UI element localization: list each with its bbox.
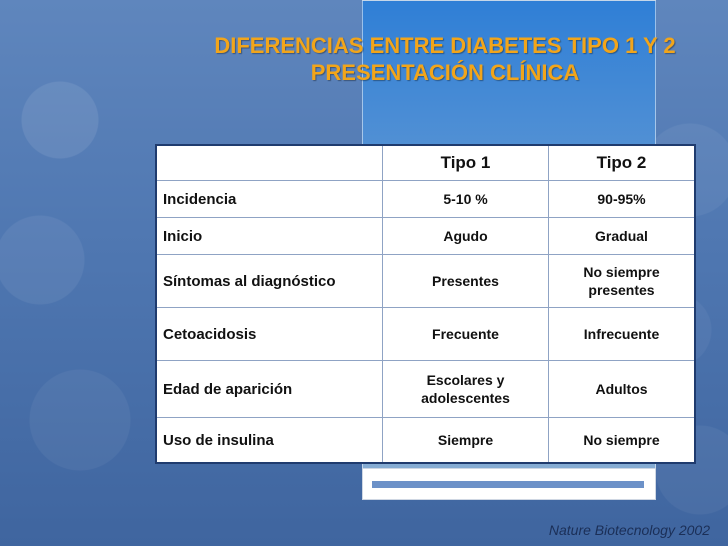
header-empty bbox=[155, 144, 383, 181]
cell-tipo1: Agudo bbox=[381, 217, 550, 255]
cell-tipo1: 5-10 % bbox=[381, 180, 550, 218]
cell-text: Frecuente bbox=[432, 326, 499, 342]
table-row: Síntomas al diagnóstico Presentes No sie… bbox=[155, 254, 696, 308]
row-label: Edad de aparición bbox=[155, 360, 383, 418]
cell-text: No siempre bbox=[583, 264, 660, 280]
table-row: Cetoacidosis Frecuente Infrecuente bbox=[155, 307, 696, 361]
cell-tipo1: Escolares y adolescentes bbox=[381, 360, 550, 418]
table-row: Inicio Agudo Gradual bbox=[155, 217, 696, 255]
table-row: Edad de aparición Escolares y adolescent… bbox=[155, 360, 696, 418]
slide-title: DIFERENCIAS ENTRE DIABETES TIPO 1 Y 2 PR… bbox=[150, 32, 728, 86]
slide-title-line1: DIFERENCIAS ENTRE DIABETES TIPO 1 Y 2 bbox=[214, 33, 676, 58]
cell-text: Presentes bbox=[432, 273, 499, 289]
row-label: Síntomas al diagnóstico bbox=[155, 254, 383, 308]
row-label: Cetoacidosis bbox=[155, 307, 383, 361]
table-row: Incidencia 5-10 % 90-95% bbox=[155, 180, 696, 218]
cell-tipo2: No siempre presentes bbox=[548, 254, 696, 308]
cell-text: adolescentes bbox=[421, 390, 510, 406]
cell-text: 5-10 % bbox=[443, 191, 488, 207]
row-label: Incidencia bbox=[155, 180, 383, 218]
table-row: Uso de insulina Siempre No siempre bbox=[155, 417, 696, 464]
cell-tipo2: Gradual bbox=[548, 217, 696, 255]
cell-tipo1: Siempre bbox=[381, 417, 550, 464]
row-label: Uso de insulina bbox=[155, 417, 383, 464]
cell-text: No siempre bbox=[583, 432, 660, 448]
cell-text: Gradual bbox=[595, 228, 648, 244]
cell-text: Infrecuente bbox=[583, 326, 660, 342]
cell-text: presentes bbox=[588, 282, 655, 298]
cell-text: Siempre bbox=[437, 432, 494, 448]
cell-tipo2: Infrecuente bbox=[548, 307, 696, 361]
cell-text: Agudo bbox=[443, 228, 488, 244]
header-tipo1: Tipo 1 bbox=[381, 144, 550, 181]
cell-tipo1: Frecuente bbox=[381, 307, 550, 361]
table-header-row: Tipo 1 Tipo 2 bbox=[155, 144, 696, 181]
cell-tipo2: 90-95% bbox=[548, 180, 696, 218]
cell-tipo2: No siempre bbox=[548, 417, 696, 464]
cell-tipo1: Presentes bbox=[381, 254, 550, 308]
cell-text: Escolares y bbox=[426, 372, 505, 388]
panel-footer-bar bbox=[372, 481, 644, 488]
citation: Nature Biotecnology 2002 bbox=[548, 522, 710, 538]
header-tipo2: Tipo 2 bbox=[548, 144, 696, 181]
cell-text: Adultos bbox=[595, 381, 648, 397]
slide-title-line2: PRESENTACIÓN CLÍNICA bbox=[310, 60, 580, 85]
cell-tipo2: Adultos bbox=[548, 360, 696, 418]
row-label: Inicio bbox=[155, 217, 383, 255]
comparison-table: Tipo 1 Tipo 2 Incidencia 5-10 % 90-95% I… bbox=[155, 144, 696, 464]
cell-text: 90-95% bbox=[597, 191, 646, 207]
